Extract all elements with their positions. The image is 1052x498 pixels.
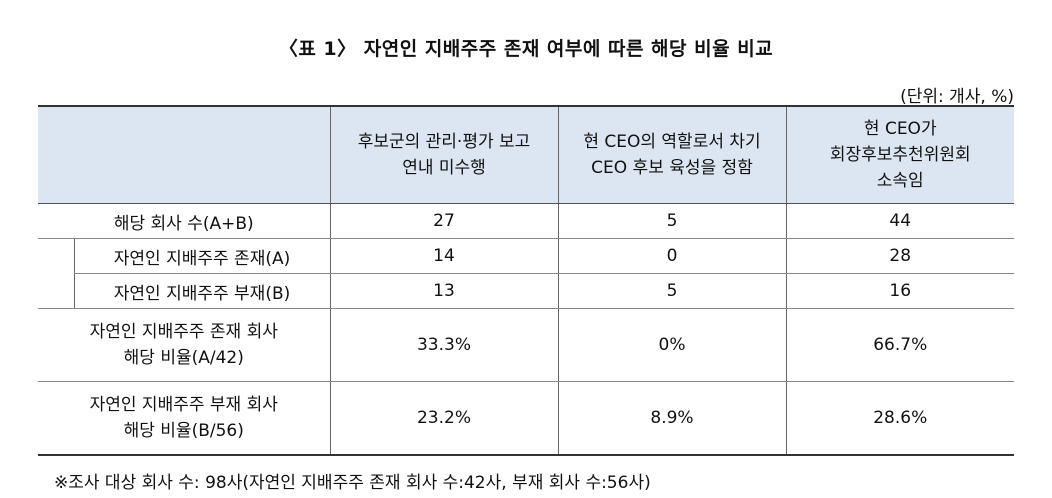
table-row: 자연인 지배주주 존재(A) 14 0 28: [38, 238, 1014, 274]
header-cell-empty: [38, 105, 331, 204]
cell-value: 5: [558, 203, 787, 239]
table-row: 자연인 지배주주 존재 회사 해당 비율(A/42) 33.3% 0% 66.7%: [38, 308, 1014, 382]
cell-value: 23.2%: [330, 381, 559, 456]
row-label: 자연인 지배주주 부재(B): [73, 273, 331, 309]
footnote: ※조사 대상 회사 수: 98사(자연인 지배주주 존재 회사 수:42사, 부…: [54, 473, 651, 493]
cell-value: 13: [330, 273, 559, 309]
cell-value: 5: [558, 273, 787, 309]
cell-value: 33.3%: [330, 308, 559, 382]
cell-value: 28.6%: [786, 381, 1014, 456]
cell-value: 8.9%: [558, 381, 787, 456]
cell-value: 44: [786, 203, 1014, 239]
unit-label: (단위: 개사, %): [900, 87, 1014, 107]
table-row: 자연인 지배주주 부재(B) 13 5 16: [38, 273, 1014, 309]
comparison-table: 후보군의 관리·평가 보고 연내 미수행 현 CEO의 역할로서 차기 CEO 후보…: [38, 105, 1014, 456]
header-row: 후보군의 관리·평가 보고 연내 미수행 현 CEO의 역할로서 차기 CEO 후보…: [38, 105, 1014, 204]
indent-spacer: [38, 239, 74, 274]
row-label: 자연인 지배주주 존재(A): [73, 238, 331, 274]
cell-value: 14: [330, 238, 559, 274]
table-title: 〈표 1〉 자연인 지배주주 존재 여부에 따른 해당 비율 비교: [278, 38, 774, 60]
cell-value: 28: [786, 238, 1014, 274]
cell-value: 16: [786, 273, 1014, 309]
header-cell: 현 CEO가 회장후보추천위원회 소속임: [786, 105, 1014, 204]
row-label: 해당 회사 수(A+B): [38, 203, 331, 239]
header-cell: 후보군의 관리·평가 보고 연내 미수행: [330, 105, 559, 204]
row-label: 자연인 지배주주 부재 회사 해당 비율(B/56): [38, 381, 331, 456]
cell-value: 0: [558, 238, 787, 274]
row-label: 자연인 지배주주 존재 회사 해당 비율(A/42): [38, 308, 331, 382]
cell-value: 27: [330, 203, 559, 239]
table-row: 자연인 지배주주 부재 회사 해당 비율(B/56) 23.2% 8.9% 28.…: [38, 381, 1014, 456]
cell-value: 66.7%: [786, 308, 1014, 382]
table-row: 해당 회사 수(A+B) 27 5 44: [38, 203, 1014, 239]
cell-value: 0%: [558, 308, 787, 382]
header-cell: 현 CEO의 역할로서 차기 CEO 후보 육성을 정함: [558, 105, 787, 204]
indent-spacer: [38, 273, 74, 309]
